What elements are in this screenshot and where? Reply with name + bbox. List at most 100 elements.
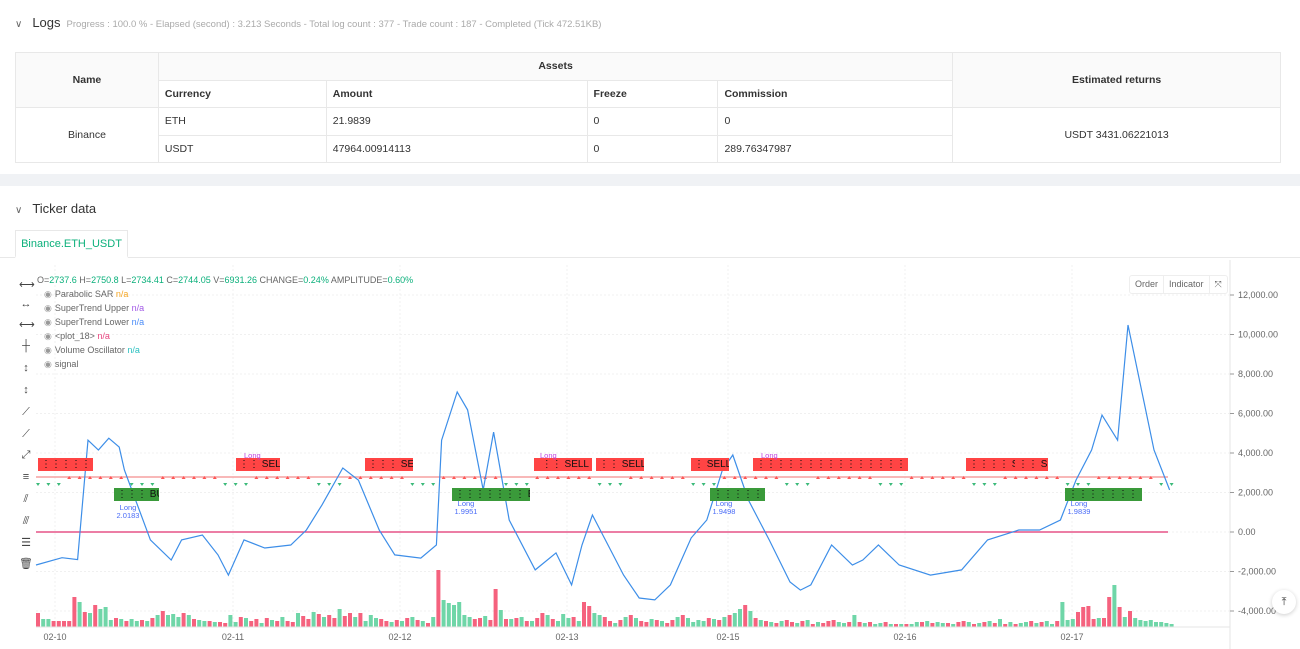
sar-marker — [233, 483, 238, 486]
volume-bar — [1128, 611, 1132, 627]
tab-binance-eth-usdt[interactable]: Binance.ETH_USDT — [15, 230, 128, 258]
trash-icon[interactable]: 🗑 — [19, 558, 33, 570]
volume-bar — [597, 615, 602, 627]
extended-line-icon[interactable]: ⤢ — [21, 449, 31, 461]
sar-marker — [420, 483, 425, 486]
legend-supertrend-upper[interactable]: ◉ SuperTrend Upper n/a — [44, 303, 145, 313]
volume-bar — [992, 623, 997, 627]
volume-bar — [982, 622, 987, 627]
volume-bar — [556, 621, 560, 627]
volume-bar — [1050, 624, 1054, 627]
volume-bar — [467, 617, 472, 627]
volume-bar — [462, 615, 467, 627]
legend-signal[interactable]: ◉ signal — [44, 359, 79, 369]
table-row: Binance ETH 21.9839 0 0 USDT 3431.062210… — [15, 107, 1281, 163]
volume-bar — [1003, 624, 1008, 627]
volume-bar — [140, 620, 144, 627]
volume-bar — [1122, 617, 1127, 627]
volume-bar — [119, 619, 124, 627]
eye-icon[interactable]: ◉ — [44, 317, 52, 327]
volume-bar — [831, 620, 836, 627]
volume-bar — [670, 620, 675, 627]
fib-retracement-icon[interactable]: ☰ — [21, 537, 31, 549]
volume-bar — [795, 623, 800, 627]
trend-line-icon[interactable]: ⟋ — [22, 406, 30, 418]
sar-marker — [1055, 476, 1060, 479]
logs-header[interactable]: ∨ Logs Progress : 100.0 % - Elapsed (sec… — [15, 15, 601, 30]
eye-icon[interactable]: ◉ — [44, 331, 52, 341]
sar-marker — [972, 483, 976, 486]
parallel-channel-icon[interactable]: ⫽ — [23, 493, 29, 505]
sar-marker — [368, 476, 373, 479]
eye-icon[interactable]: ◉ — [44, 345, 52, 355]
sar-marker — [379, 476, 384, 479]
logs-progress: Progress : 100.0 % - Elapsed (second) : … — [66, 19, 602, 30]
price-channel-icon[interactable]: ≡ — [22, 471, 30, 483]
legend-plot-18[interactable]: ◉ <plot_18> n/a — [44, 331, 110, 341]
volume-bar — [82, 612, 87, 627]
sar-marker — [400, 476, 404, 479]
cell: USDT — [157, 134, 327, 163]
eye-icon[interactable]: ◉ — [44, 303, 52, 313]
legend-supertrend-lower[interactable]: ◉ SuperTrend Lower n/a — [44, 317, 145, 327]
volume-bar — [634, 618, 638, 627]
fib-tool-icon[interactable]: ⫻ — [22, 515, 30, 527]
chevron-down-icon[interactable]: ∨ — [15, 19, 23, 30]
ticker-header[interactable]: ∨ Ticker data — [15, 201, 96, 216]
volume-bar — [883, 622, 888, 627]
cell: 289.76347987 — [717, 134, 954, 163]
horizontal-line-icon[interactable]: ⟷ — [19, 319, 35, 331]
volume-bar — [894, 624, 898, 627]
sar-marker — [140, 483, 144, 486]
volume-bar — [966, 622, 971, 627]
legend-volume-oscillator[interactable]: ◉ Volume Oscillator n/a — [44, 345, 140, 355]
volume-bar — [758, 620, 763, 627]
sar-marker — [1138, 476, 1143, 479]
price-chart[interactable]: 12,000.00 10,000.00 8,000.00 6,000.00 4,000.… — [0, 260, 1300, 649]
col-commission: Commission — [717, 79, 954, 108]
sar-marker — [805, 483, 810, 486]
sar-marker — [212, 476, 217, 479]
order-button[interactable]: Order — [1130, 276, 1165, 293]
vertical-line-icon[interactable]: ┼ — [22, 340, 30, 352]
sar-marker — [1086, 483, 1091, 486]
sar-marker — [930, 476, 935, 479]
volume-bar — [639, 621, 644, 627]
volume-bar — [77, 602, 82, 627]
scroll-to-top-button[interactable]: ⤒ — [1272, 590, 1296, 614]
sar-marker — [920, 476, 924, 479]
sell-signal: ⋮⋮ SELL — [596, 458, 644, 471]
x-tick-label: 02-11 — [222, 632, 244, 642]
sar-marker — [1096, 476, 1101, 479]
sar-marker — [556, 476, 560, 479]
chevron-down-icon[interactable]: ∨ — [15, 205, 23, 216]
volume-bar — [379, 619, 384, 627]
eye-icon[interactable]: ◉ — [44, 289, 52, 299]
legend-parabolic-sar[interactable]: ◉ Parabolic SAR n/a — [44, 289, 129, 299]
volume-bar — [342, 616, 347, 627]
long-tag: Long — [244, 451, 261, 460]
horizontal-ray-icon[interactable]: ↔ — [20, 298, 32, 310]
volume-bar — [1159, 622, 1164, 627]
vertical-segment-icon[interactable]: ↕ — [23, 362, 29, 374]
volume-bar — [488, 620, 493, 627]
sar-marker — [743, 476, 748, 479]
volume-bars — [36, 570, 1174, 627]
ray-line-icon[interactable]: ⟋ — [22, 428, 30, 440]
volume-bar — [519, 617, 524, 627]
volume-bar — [888, 624, 893, 627]
sar-marker — [826, 476, 831, 479]
vertical-ray-icon[interactable]: ↕ — [23, 384, 29, 396]
volume-bar — [738, 609, 742, 627]
sar-marker — [192, 476, 196, 479]
sar-marker — [108, 476, 113, 479]
sar-marker — [1128, 476, 1132, 479]
tab-divider — [0, 257, 1300, 258]
expand-icon[interactable]: ⤧ — [1214, 279, 1222, 289]
eye-icon[interactable]: ◉ — [44, 359, 52, 369]
y-tick-label: -4,000.00 — [1238, 606, 1276, 616]
sar-marker — [1003, 476, 1008, 479]
crosshair-tool-icon[interactable]: ⟷ — [19, 279, 35, 291]
indicator-button[interactable]: Indicator — [1164, 276, 1210, 293]
volume-bar — [134, 621, 139, 627]
